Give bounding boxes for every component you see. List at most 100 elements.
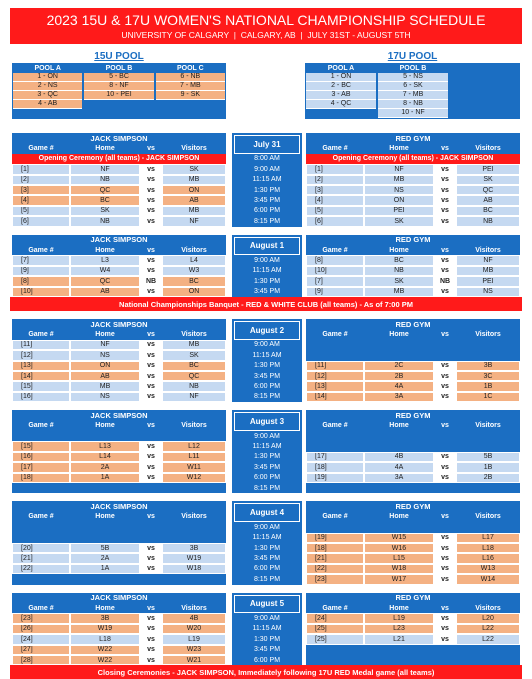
game-home: 4A [364, 462, 434, 473]
time: 11:15 AM [252, 534, 282, 542]
column-header: Game # [322, 422, 348, 430]
pool-title: 15U POOL [94, 50, 144, 62]
game-game: [15] [12, 381, 70, 392]
pool-header: POOL B [105, 65, 133, 72]
game-vs: vs [140, 205, 162, 217]
game-vs: vs [140, 462, 162, 473]
game-vs: vs [434, 371, 456, 382]
game-home: NF [70, 339, 140, 351]
game-visitors: ON [162, 286, 226, 297]
game-home: NS [70, 391, 140, 403]
gym-name: RED GYM [395, 319, 431, 329]
game-home: NS [364, 185, 434, 196]
time: 1:30 PM [253, 635, 281, 643]
game-game: [23] [306, 574, 364, 585]
column-header: vs [147, 513, 155, 521]
game-visitors: L12 [162, 441, 226, 452]
pool-team: 6 - SK [378, 82, 448, 91]
game-home: MB [364, 174, 434, 185]
time: 6:00 PM [253, 207, 281, 215]
pool-team: 3 - AB [306, 91, 376, 100]
column-header: Game # [28, 331, 54, 339]
game-visitors: 3C [456, 371, 520, 382]
game-game: [1] [306, 164, 364, 175]
game-visitors: L22 [456, 634, 520, 645]
pool-team: 2 - BC [306, 82, 376, 91]
game-visitors: BC [162, 276, 226, 287]
column-header: Game # [322, 246, 348, 254]
game-game: [6] [12, 216, 70, 227]
event-banner: Closing Ceremonies - JACK SIMPSON, Immed… [10, 665, 522, 679]
game-vs: vs [434, 216, 456, 227]
game-visitors: SK [162, 350, 226, 361]
column-header: vs [147, 145, 155, 153]
date: August 1 [234, 236, 300, 256]
game-game: [12] [12, 350, 70, 361]
time: 9:00 AM [254, 165, 280, 173]
game-vs: vs [140, 644, 162, 655]
game-game: [27] [12, 644, 70, 655]
column-header: vs [441, 145, 449, 153]
game-game: [15] [12, 441, 70, 452]
game-visitors: L11 [162, 451, 226, 463]
time: 11:15 AM [252, 176, 282, 184]
day-panel [232, 501, 302, 585]
game-vs: vs [140, 441, 162, 452]
game-visitors: NS [456, 286, 520, 297]
ceremony-banner: Opening Ceremony (all teams) - JACK SIMP… [12, 153, 226, 165]
game-game: [24] [306, 613, 364, 624]
game-visitors: AB [456, 195, 520, 206]
game-visitors: L16 [456, 553, 520, 564]
time: 9:00 AM [254, 257, 280, 265]
game-vs: vs [434, 195, 456, 206]
game-home: W15 [364, 532, 434, 543]
game-vs: vs [140, 174, 162, 185]
game-home: SK [364, 216, 434, 227]
column-header: Game # [322, 513, 348, 521]
day-panel [232, 592, 302, 666]
column-header: Home [389, 422, 409, 430]
date: August 3 [234, 412, 300, 431]
day-panel [232, 133, 302, 227]
time: 11:15 AM [252, 351, 282, 359]
game-game: [18] [306, 543, 364, 554]
date: August 4 [234, 503, 300, 523]
pool-team: 1 - ON [306, 73, 376, 82]
game-vs: vs [140, 164, 162, 175]
game-vs: vs [434, 613, 456, 624]
game-vs: vs [434, 185, 456, 196]
game-game: [25] [306, 623, 364, 635]
pool-header: POOL A [327, 65, 355, 72]
game-game: [24] [12, 634, 70, 645]
game-game: [19] [306, 472, 364, 483]
column-header: Home [95, 331, 115, 339]
game-vs: vs [140, 350, 162, 361]
game-visitors: L22 [456, 623, 520, 635]
time: 1:30 PM [253, 453, 281, 461]
game-vs: vs [140, 563, 162, 575]
game-visitors: BC [162, 360, 226, 371]
game-visitors: 5B [456, 451, 520, 463]
column-header: Visitors [181, 145, 207, 153]
game-vs: vs [434, 360, 456, 371]
game-vs: vs [434, 391, 456, 403]
game-visitors: L4 [162, 255, 226, 266]
column-header: vs [147, 604, 155, 612]
game-vs: vs [434, 532, 456, 543]
game-game: [4] [12, 195, 70, 206]
game-vs: vs [140, 371, 162, 382]
game-vs: vs [434, 451, 456, 463]
game-game: [11] [12, 339, 70, 351]
game-vs: vs [140, 391, 162, 403]
time: 3:45 PM [253, 372, 281, 380]
game-game: [3] [306, 185, 364, 196]
game-game: [23] [12, 613, 70, 624]
game-game: [28] [12, 655, 70, 666]
pool-team: 6 - NB [155, 73, 225, 82]
pool-team: 10 - PEI [84, 91, 154, 100]
game-vs: vs [140, 216, 162, 227]
column-header: vs [147, 331, 155, 339]
game-game: [12] [306, 371, 364, 382]
game-home: NF [364, 164, 434, 175]
game-home: AB [70, 371, 140, 382]
